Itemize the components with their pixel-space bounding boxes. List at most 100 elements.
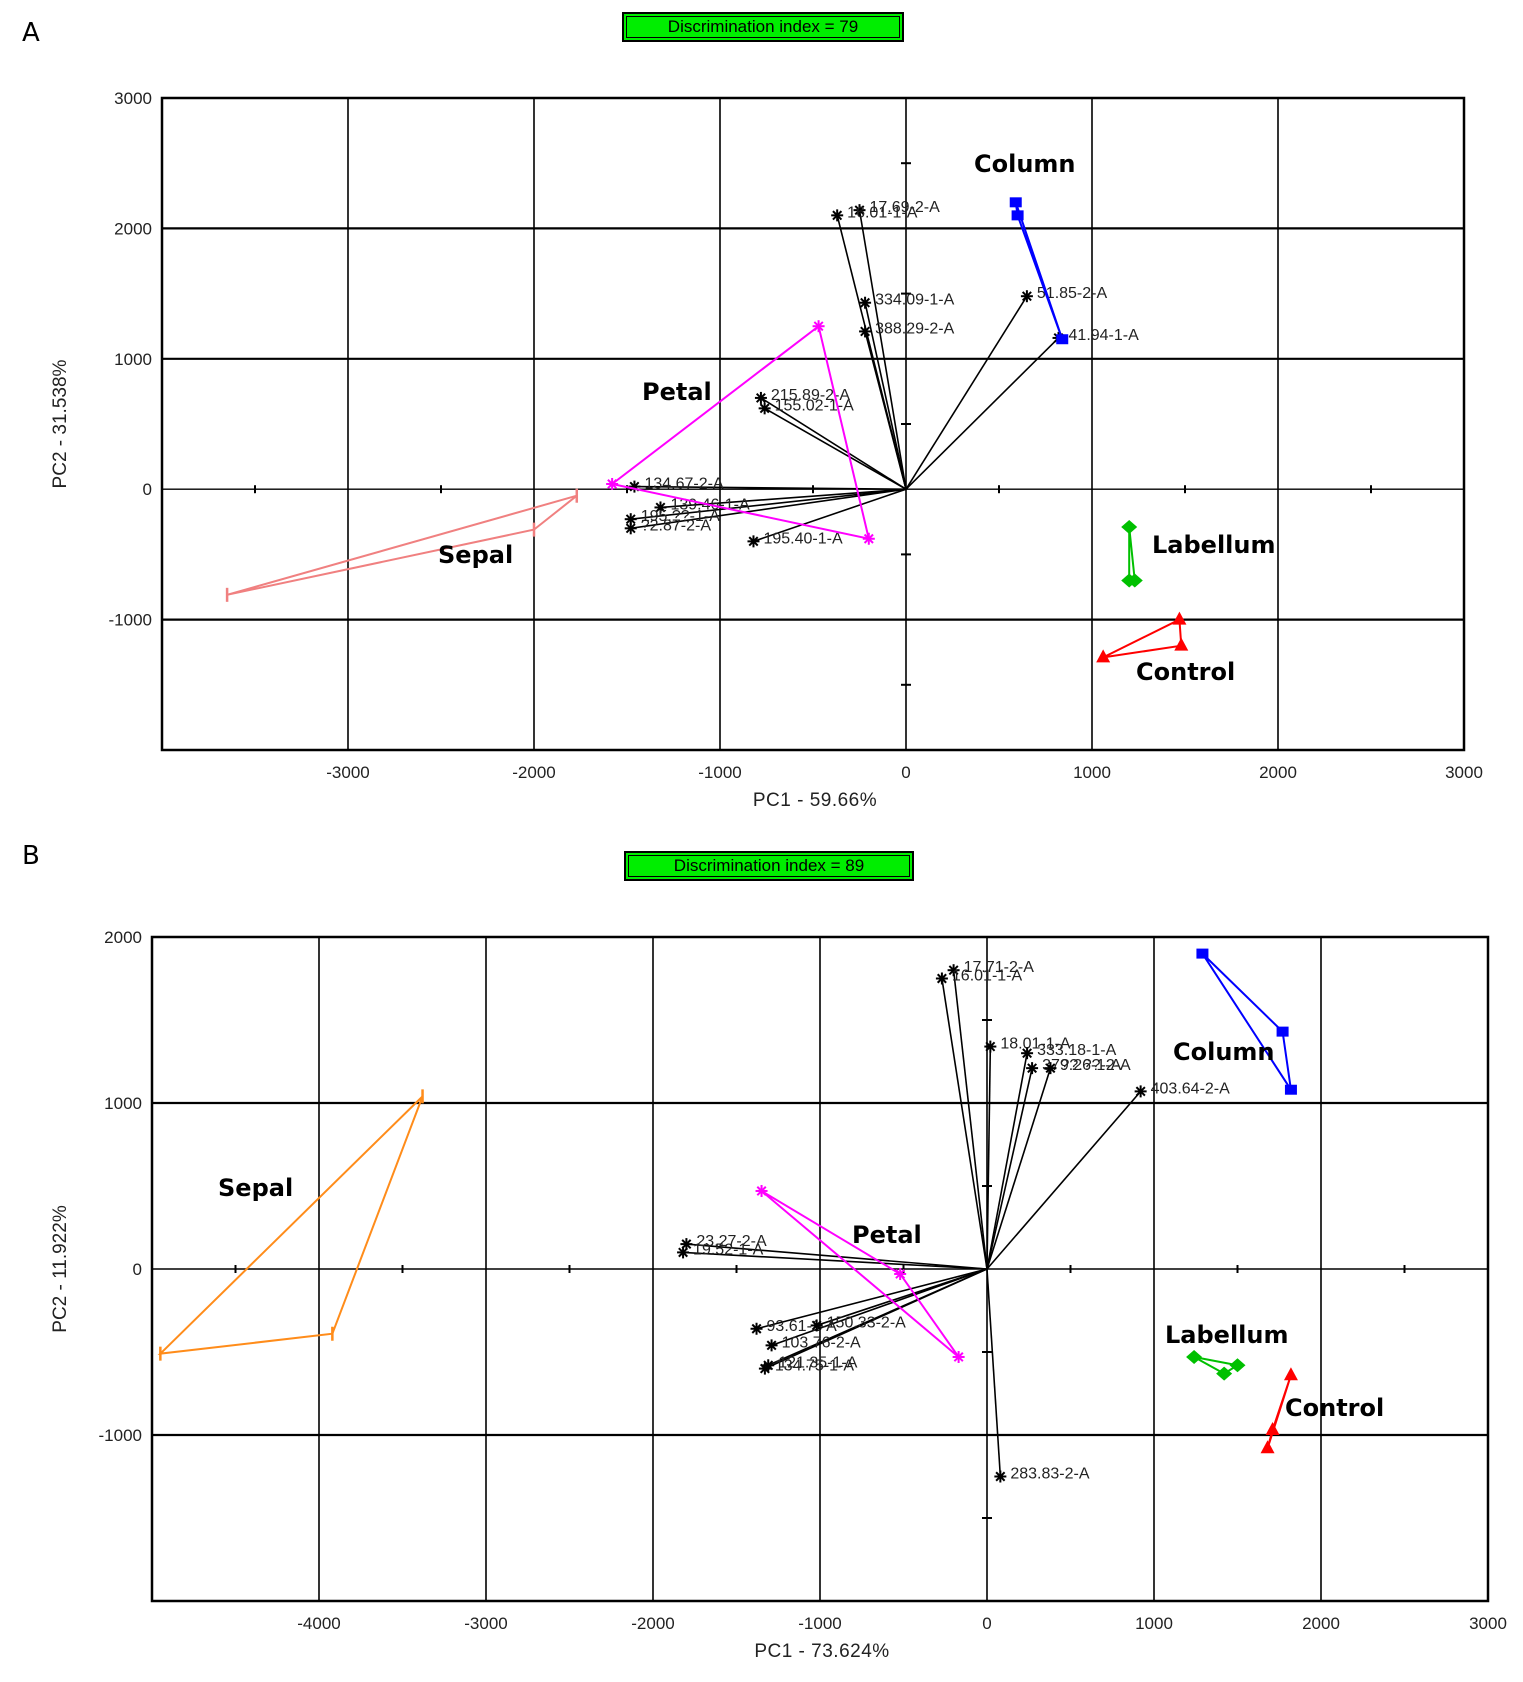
sample-marker <box>1216 1366 1233 1381</box>
star-stroke <box>751 1323 762 1334</box>
group-label: Sepal <box>218 1174 293 1202</box>
star-stroke <box>1045 1063 1056 1074</box>
x-tick-label: -3000 <box>464 1614 507 1633</box>
y-axis-label: PC2 - 11.922% <box>50 1205 71 1333</box>
loading-point <box>1134 1085 1147 1098</box>
sample-marker <box>1276 1026 1289 1037</box>
sample-marker <box>1011 210 1024 221</box>
y-tick-label: 2000 <box>104 928 142 947</box>
loading-vector <box>864 331 907 490</box>
y-tick-label: -1000 <box>99 1426 142 1445</box>
loading-label: 134.67-2-A <box>644 476 723 493</box>
loading-label: ??.??-2-A <box>1060 1057 1131 1074</box>
star-stroke <box>629 481 640 492</box>
star-stroke <box>895 1269 906 1279</box>
loading-vector <box>660 488 907 509</box>
loading-vector <box>686 1243 988 1270</box>
loading-label: 19.52-1-A <box>693 1241 764 1258</box>
loading-label: 17.69-2-A <box>870 199 941 216</box>
loading-vector <box>630 488 907 520</box>
loading-point <box>831 209 844 222</box>
loading-vector <box>905 295 1028 490</box>
y-tick-label: 0 <box>133 1260 142 1279</box>
star-stroke <box>625 523 636 534</box>
group-outline <box>609 324 871 541</box>
group-outline <box>1014 201 1064 340</box>
loading-point <box>853 204 866 217</box>
star-stroke <box>759 403 770 414</box>
sample-marker <box>1126 573 1143 588</box>
sample-marker <box>606 477 619 490</box>
loading-label: 388.29-2-A <box>875 320 954 337</box>
sample-marker <box>1196 948 1209 959</box>
loading-point <box>747 535 760 548</box>
x-tick-label: 1000 <box>1135 1614 1173 1633</box>
group-outline <box>226 494 578 596</box>
loading-label: 333.18-1-A <box>1037 1042 1116 1059</box>
sample-marker <box>1229 1358 1246 1373</box>
plot-frame <box>160 96 1466 752</box>
loading-vector <box>764 1268 988 1370</box>
sample-marker <box>1284 1084 1297 1095</box>
loading-vector <box>986 1046 992 1270</box>
group-label: Column <box>1173 1038 1275 1066</box>
star-stroke <box>678 1247 689 1258</box>
loading-point <box>1044 1062 1057 1075</box>
star-stroke <box>811 1320 822 1331</box>
group-label: Control <box>1285 1394 1384 1422</box>
y-tick-label: 1000 <box>114 350 152 369</box>
loading-label: 134.75-1-A <box>775 1358 854 1375</box>
group-label: Control <box>1136 658 1235 686</box>
star-stroke <box>1022 1048 1033 1059</box>
sample-marker <box>755 1184 768 1197</box>
star-stroke <box>854 205 865 216</box>
loading-point <box>624 522 637 535</box>
star-stroke <box>860 297 871 308</box>
pca-plot-b: -4000 -3000 -2000 -1000 0 1000 2000 3000 -1000 0 1… <box>50 928 1507 1662</box>
sample-marker <box>1260 1440 1275 1454</box>
x-axis-label: PC1 - 73.624% <box>754 1641 889 1662</box>
x-tick-label: -1000 <box>698 763 741 782</box>
sample-marker <box>1283 1367 1298 1381</box>
star-stroke <box>759 1363 770 1374</box>
loading-point <box>754 391 767 404</box>
panel-a: A Discrimination index = 79 -3000 -2000 -1… <box>22 12 1483 811</box>
loading-vector <box>858 210 907 490</box>
loading-point <box>654 501 667 514</box>
loading-vector <box>952 970 988 1270</box>
loading-label: 17.71-2-A <box>964 959 1035 976</box>
loading-label: 16.01-1-A <box>952 968 1023 985</box>
loading-point <box>810 1319 823 1332</box>
group-outline <box>1266 1374 1292 1449</box>
y-tick-label: 1000 <box>104 1094 142 1113</box>
star-stroke <box>766 1340 777 1351</box>
loading-point <box>758 402 771 415</box>
loading-label: 103.76-2-A <box>782 1334 861 1351</box>
panel-label: B <box>22 841 40 871</box>
loading-point <box>765 1339 778 1352</box>
loading-label: 334.09-1-A <box>875 292 954 309</box>
loading-label: 23.27-2-A <box>696 1233 767 1250</box>
sample-marker <box>1186 1349 1203 1364</box>
sample-marker <box>1172 611 1187 625</box>
discrimination-index-badge: Discrimination index = 79 <box>622 12 904 42</box>
group-label: Sepal <box>438 541 513 569</box>
loading-label: ?2.87-2-A <box>641 517 712 534</box>
star-stroke <box>863 533 874 544</box>
loading-label: 41.94-1-A <box>1069 327 1140 344</box>
y-tick-label: 3000 <box>114 89 152 108</box>
sample-marker <box>952 1350 965 1363</box>
star-stroke <box>985 1041 996 1052</box>
group-outline <box>1193 1355 1241 1375</box>
panel-label: A <box>22 18 40 48</box>
star-stroke <box>948 965 959 976</box>
x-tick-label: 1000 <box>1073 763 1111 782</box>
group-outline <box>1102 618 1183 659</box>
group-label: Petal <box>642 378 712 406</box>
loading-vector <box>941 978 988 1270</box>
loading-label: 121.35-1-A <box>778 1354 857 1371</box>
loading-label: 283.83-2-A <box>1010 1466 1089 1483</box>
x-tick-label: -2000 <box>512 763 555 782</box>
panel-b: B Discrimination index = 89 -4000 -3000 -2… <box>0 841 1523 1682</box>
x-tick-label: -3000 <box>326 763 369 782</box>
